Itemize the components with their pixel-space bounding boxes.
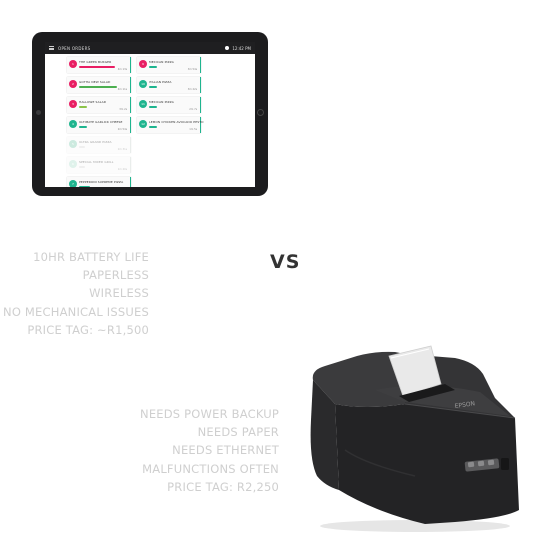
order-card[interactable]: 11 MEXICAN PIZZA 2m 7s [137,97,201,113]
order-number-badge: 2 [69,80,77,88]
order-elapsed-time: 3m 2s [119,108,127,111]
order-number-badge: 7 [69,180,77,187]
feature-item: NEEDS ETHERNET [172,443,279,458]
printer-brand-label: EPSON [454,400,475,410]
feature-item: PAPERLESS [82,268,149,283]
orders-board: 1 THE GREEK BURGER 4m 13s 2 GOTHA NEW SALAD 4… [45,54,255,187]
order-elapsed-time: 4m 11s [117,88,127,91]
order-card[interactable]: 10 ITALIAN PIZZA 3m 22s [137,77,201,93]
status-icon [225,46,230,50]
order-progress-bar [79,66,115,68]
order-elapsed-time: 4m 13s [117,68,127,71]
order-name: SPECIAL MIXED GRILL [79,160,114,164]
order-number-badge: 4 [69,120,77,128]
feature-item: MALFUNCTIONS OFTEN [142,461,279,476]
feature-item: PRICE TAG: ~R1,500 [27,322,149,337]
feature-item: 10HR BATTERY LIFE [33,250,149,264]
order-name: MEXICAN PIZZA [149,60,174,64]
app-bar: OPEN ORDERS 12:42 PM [45,42,255,54]
order-elapsed-time: 2m 54s [117,128,127,131]
order-name: MEXICAN PIZZA [149,100,174,104]
order-card[interactable]: 1 THE GREEK BURGER 4m 13s [67,57,131,73]
order-progress-bar [79,86,117,88]
ipad-screen: OPEN ORDERS 12:42 PM 1 THE GREEK BURGER 4m… [45,42,255,187]
order-number-badge: 11 [139,100,147,108]
order-card[interactable]: 6 SPECIAL MIXED GRILL 1m 40s [67,157,131,173]
order-card[interactable]: 4 ULTIMATE GARLICK CHEESE 2m 54s [67,117,131,133]
order-progress-bar [79,106,88,108]
ipad-feature-list: 10HR BATTERY LIFE PAPERLESS WIRELESS NO … [3,248,149,339]
home-button-icon [257,109,264,116]
order-card[interactable]: 12 LEMON CHICKEN AVOCADO PESTO 1m 5s [137,117,204,133]
order-number-badge: 10 [139,80,147,88]
order-progress-bar [149,86,158,88]
order-progress-bar [79,186,90,187]
feature-item: NO MECHANICAL ISSUES [3,304,149,319]
feature-item: WIRELESS [89,286,149,301]
order-name: THE GREEK BURGER [79,60,112,64]
feature-item: NEEDS PAPER [197,425,279,440]
feature-item: PRICE TAG: R2,250 [167,479,279,494]
order-progress-bar [79,126,88,128]
app-time: 12:42 PM [232,45,251,51]
order-elapsed-time: 3m 22s [187,88,197,91]
order-progress-bar [79,146,85,148]
orders-column-1: 1 THE GREEK BURGER 4m 13s 2 GOTHA NEW SALAD 4… [67,57,131,187]
camera-icon [36,110,41,115]
order-name: GOTHA NEW SALAD [79,80,111,84]
printer-feature-list: NEEDS POWER BACKUP NEEDS PAPER NEEDS ETH… [140,405,279,496]
order-elapsed-time: 1m 5s [189,128,197,131]
order-number-badge: 1 [69,60,77,68]
order-name: PEPPERONI SUPREME PIZZA [79,180,124,184]
order-progress-bar [149,66,158,68]
order-elapsed-time: 3m 54s [187,68,197,71]
order-card[interactable]: 2 GOTHA NEW SALAD 4m 11s [67,77,131,93]
order-name: ULTRA GRAND PIZZA [79,140,112,144]
receipt-printer-image: EPSON [310,345,519,532]
order-name: ITALIAN PIZZA [149,80,172,84]
order-name: ULTIMATE GARLICK CHEESE [79,120,123,124]
order-progress-bar [149,106,158,108]
order-number-badge: 6 [69,160,77,168]
menu-icon [49,46,54,50]
app-title: OPEN ORDERS [58,45,91,51]
order-card[interactable]: 3 HALLOWE SALAD 3m 2s [67,97,131,113]
order-number-badge: 12 [139,120,147,128]
orders-column-2: 9 MEXICAN PIZZA 3m 54s 10 ITALIAN PIZZA 3m 22… [137,57,204,137]
ipad-device: OPEN ORDERS 12:42 PM 1 THE GREEK BURGER 4m… [32,32,268,196]
order-name: HALLOWE SALAD [79,100,107,104]
order-elapsed-time: 2m 7s [189,108,197,111]
order-elapsed-time: 2m 31s [117,148,127,151]
vs-label: VS [270,251,301,273]
order-progress-bar [79,166,85,168]
order-number-badge: 5 [69,140,77,148]
order-progress-bar [149,126,158,128]
order-name: LEMON CHICKEN AVOCADO PESTO [149,120,204,124]
order-number-badge: 3 [69,100,77,108]
order-elapsed-time: 1m 40s [117,168,127,171]
feature-item: NEEDS POWER BACKUP [140,407,279,421]
order-card[interactable]: 9 MEXICAN PIZZA 3m 54s [137,57,201,73]
order-number-badge: 9 [139,60,147,68]
order-card[interactable]: 5 ULTRA GRAND PIZZA 2m 31s [67,137,131,153]
